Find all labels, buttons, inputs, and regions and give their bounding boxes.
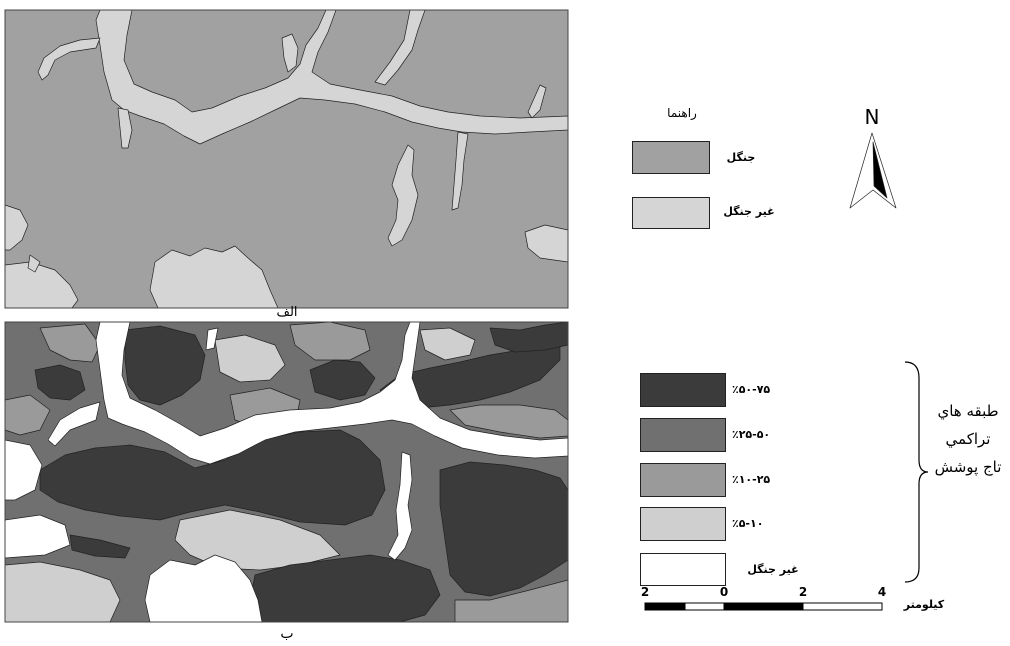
- legend-canopy-10-25-swatch: [640, 463, 726, 497]
- map-b-label: ب: [280, 626, 294, 642]
- canopy-5-10-area: [419, 327, 476, 361]
- legend-group-label-line-2: تراكمي: [945, 430, 991, 448]
- canopy-5-10-areas: [4, 327, 476, 623]
- non-forest-patch: [205, 327, 219, 351]
- non-forest-valley-main: [95, 9, 569, 145]
- legend-canopy-50-75-swatch: [640, 373, 726, 407]
- non-forest-branch: [117, 107, 133, 149]
- legend-b-non-forest-swatch: [640, 553, 726, 586]
- legend-non-forest-swatch: [632, 197, 710, 229]
- scale-bar-segment: [684, 602, 725, 611]
- canopy-50-75-area: [69, 534, 131, 559]
- legend-forest-swatch: [632, 141, 710, 174]
- non-forest-valley-main: [95, 321, 569, 465]
- legend-canopy-10-25-label: ٪۱۰-۲۵: [732, 473, 771, 486]
- canopy-10-25-area: [39, 323, 101, 363]
- non-forest-branch: [37, 37, 101, 81]
- north-label: N: [864, 105, 880, 129]
- non-forest-patch: [27, 254, 41, 273]
- non-forest-branch: [387, 144, 419, 247]
- scale-bar-segment: [723, 602, 804, 611]
- legend-non-forest-label: غير جنگل: [723, 205, 775, 218]
- legend-canopy-5-10-label: ٪۵-۱۰: [732, 517, 764, 530]
- non-forest-branch: [374, 9, 426, 86]
- canopy-50-75-area: [39, 429, 386, 526]
- canopy-50-75-area: [124, 325, 206, 406]
- scale-tick-label: 0: [719, 585, 729, 599]
- scale-bar: [644, 602, 883, 611]
- legend-b-non-forest-label: غير جنگل: [747, 563, 799, 576]
- legend-group-brace: [904, 361, 929, 583]
- non-forest-branch: [527, 84, 547, 119]
- legend-canopy-25-50-swatch: [640, 418, 726, 452]
- map-a-non-forest-areas: [4, 9, 569, 309]
- legend-canopy-5-10-swatch: [640, 507, 726, 541]
- map-b: [4, 321, 569, 623]
- non-forest-branch: [451, 131, 469, 211]
- map-a-frame: [4, 9, 569, 309]
- scale-bar-segment: [802, 602, 883, 611]
- scale-tick-label: 2: [640, 585, 650, 599]
- legend-forest-label: جنگل: [726, 151, 756, 164]
- scale-bar-segment: [644, 602, 686, 611]
- canopy-10-25-areas: [4, 321, 569, 623]
- canopy-50-75-area: [379, 334, 561, 409]
- non-forest-branch: [281, 33, 299, 73]
- canopy-50-75-areas: [34, 321, 569, 623]
- canopy-10-25-area: [289, 321, 371, 361]
- map-b-frame: [4, 321, 569, 623]
- legend-canopy-25-50-label: ٪۲۵-۵۰: [732, 428, 771, 441]
- non-forest-patch: [144, 554, 263, 623]
- north-arrow-fill: [872, 141, 888, 199]
- canopy-5-10-area: [214, 334, 286, 383]
- legend-group-label-line-3: تاج پوشش: [934, 458, 1002, 476]
- non-forest-branch: [387, 451, 413, 561]
- non-forest-branch: [47, 401, 101, 447]
- legend-a-title: راهنما: [667, 106, 697, 120]
- canopy-50-75-area: [34, 364, 86, 401]
- scale-unit-label: كيلومتر: [903, 598, 945, 611]
- scale-tick-label: 2: [798, 585, 808, 599]
- scale-tick-label: 4: [877, 585, 887, 599]
- legend-group-label-line-1: طبقه هاي: [937, 402, 999, 420]
- canopy-50-75-area: [309, 359, 376, 401]
- legend-canopy-50-75-label: ٪۵۰-۷۵: [732, 383, 771, 396]
- map-b-non-forest-areas: [4, 321, 569, 623]
- map-a-label: الف: [276, 305, 298, 320]
- map-a: [4, 9, 569, 309]
- canopy-50-75-area: [439, 461, 569, 597]
- north-arrow-icon: [849, 132, 897, 209]
